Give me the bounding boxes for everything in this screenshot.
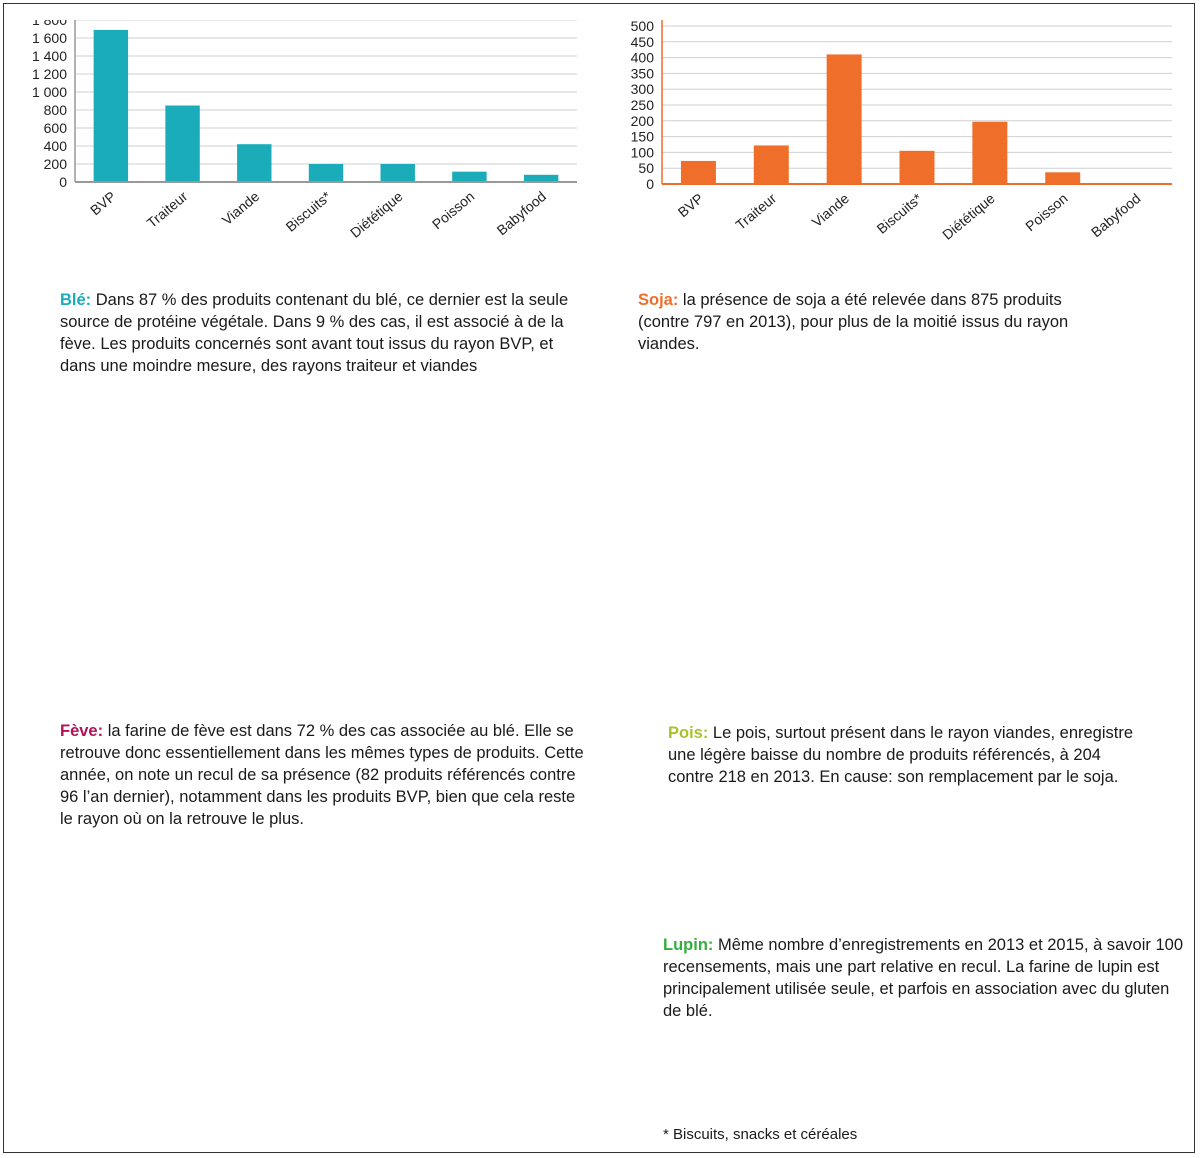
y-tick-label: 50 [638, 160, 654, 176]
pois-caption-label: Pois: [668, 724, 709, 742]
x-category-label: Viande [219, 188, 263, 228]
x-category-label: Traiteur [732, 190, 779, 233]
y-tick-label: 0 [646, 176, 654, 192]
x-category-label: Babyfood [1088, 190, 1144, 240]
y-tick-label: 500 [631, 20, 655, 34]
x-category-label: Diététique [939, 190, 998, 243]
feve-caption-text: la farine de fève est dans 72 % des cas … [60, 722, 584, 828]
soja-caption: Soja: la présence de soja a été relevée … [638, 289, 1108, 355]
x-category-label: Traiteur [144, 188, 191, 231]
x-category-label: Babyfood [493, 188, 549, 238]
y-tick-label: 0 [59, 174, 67, 190]
y-tick-label: 1 600 [32, 30, 67, 46]
bar [972, 121, 1008, 184]
y-tick-label: 1 400 [32, 48, 67, 64]
lupin-caption-label: Lupin: [663, 936, 714, 954]
lupin-caption: Lupin: Même nombre d’enregistrements en … [663, 934, 1188, 1022]
pois-caption: Pois: Le pois, surtout présent dans le r… [668, 722, 1148, 788]
pois-caption-text: Le pois, surtout présent dans le rayon v… [668, 724, 1134, 786]
bar [93, 29, 129, 183]
page-frame [3, 3, 1195, 1153]
x-category-label: Diététique [347, 188, 406, 241]
y-tick-label: 450 [631, 34, 655, 50]
bar [165, 105, 200, 182]
ble-caption-label: Blé: [60, 291, 92, 309]
soja-caption-text: la présence de soja a été relevée dans 8… [638, 291, 1069, 353]
lupin-chart: 0510152025303540BVPTraiteurViandeBiscuit… [0, 890, 600, 1140]
y-tick-label: 1 000 [32, 84, 67, 100]
y-tick-label: 350 [631, 65, 655, 81]
y-tick-label: 1 800 [32, 20, 67, 28]
ble-chart: 0 200 400 600 800 1 000 1 200 1 400 1 600 1 800 BV… [32, 20, 577, 241]
bar [308, 164, 344, 182]
x-category-label: Poisson [429, 188, 477, 232]
x-category-label: Biscuits* [283, 188, 335, 235]
y-tick-label: 150 [631, 129, 655, 145]
y-tick-label: 300 [631, 81, 655, 97]
feve-caption: Fève: la farine de fève est dans 72 % de… [60, 720, 590, 830]
y-tick-label: 400 [631, 50, 655, 66]
footnote: * Biscuits, snacks et céréales [663, 1126, 858, 1143]
y-tick-label: 100 [631, 144, 655, 160]
ble-caption: Blé: Dans 87 % des produits contenant du… [60, 289, 580, 377]
x-category-label: Poisson [1022, 190, 1070, 234]
y-tick-label: 600 [44, 120, 68, 136]
y-tick-label: 200 [631, 113, 655, 129]
y-tick-label: 1 200 [32, 66, 67, 82]
feve-chart: 050100150200250BVPTraiteurViandeBiscuits… [0, 425, 600, 690]
x-category-label: Viande [809, 190, 853, 230]
bar [826, 54, 862, 184]
lupin-caption-text: Même nombre d’enregistrements en 2013 et… [663, 936, 1184, 1020]
bar [523, 174, 559, 182]
bar [452, 171, 487, 182]
y-tick-label: 400 [44, 138, 68, 154]
bar [237, 144, 272, 182]
bar [1045, 172, 1081, 184]
bar [899, 150, 935, 184]
x-category-label: Biscuits* [874, 190, 926, 237]
soja-caption-label: Soja: [638, 291, 679, 309]
bar [753, 145, 789, 184]
x-category-label: BVP [675, 190, 707, 220]
y-tick-label: 800 [44, 102, 68, 118]
feve-caption-label: Fève: [60, 722, 104, 740]
bar [680, 160, 716, 184]
pois-chart: 020406080100120140160180200BVPTraiteurVi… [600, 460, 1200, 700]
ble-caption-text: Dans 87 % des produits contenant du blé,… [60, 291, 569, 375]
y-tick-label: 200 [44, 156, 68, 172]
x-category-label: BVP [87, 188, 119, 218]
bar [380, 164, 415, 182]
y-tick-label: 250 [631, 97, 655, 113]
